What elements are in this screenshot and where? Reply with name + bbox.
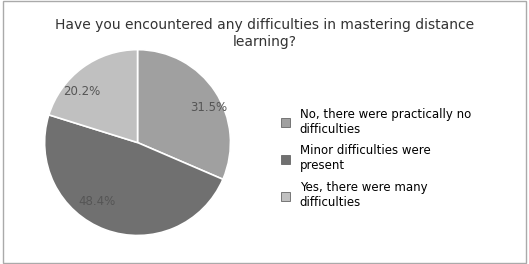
Wedge shape <box>44 115 223 235</box>
Text: 48.4%: 48.4% <box>78 195 116 208</box>
Text: Have you encountered any difficulties in mastering distance
learning?: Have you encountered any difficulties in… <box>55 18 474 49</box>
Wedge shape <box>138 50 231 179</box>
Legend: No, there were practically no
difficulties, Minor difficulties were
present, Yes: No, there were practically no difficulti… <box>281 107 471 209</box>
Text: 31.5%: 31.5% <box>190 101 227 114</box>
Wedge shape <box>49 50 138 143</box>
Text: 20.2%: 20.2% <box>63 85 100 98</box>
